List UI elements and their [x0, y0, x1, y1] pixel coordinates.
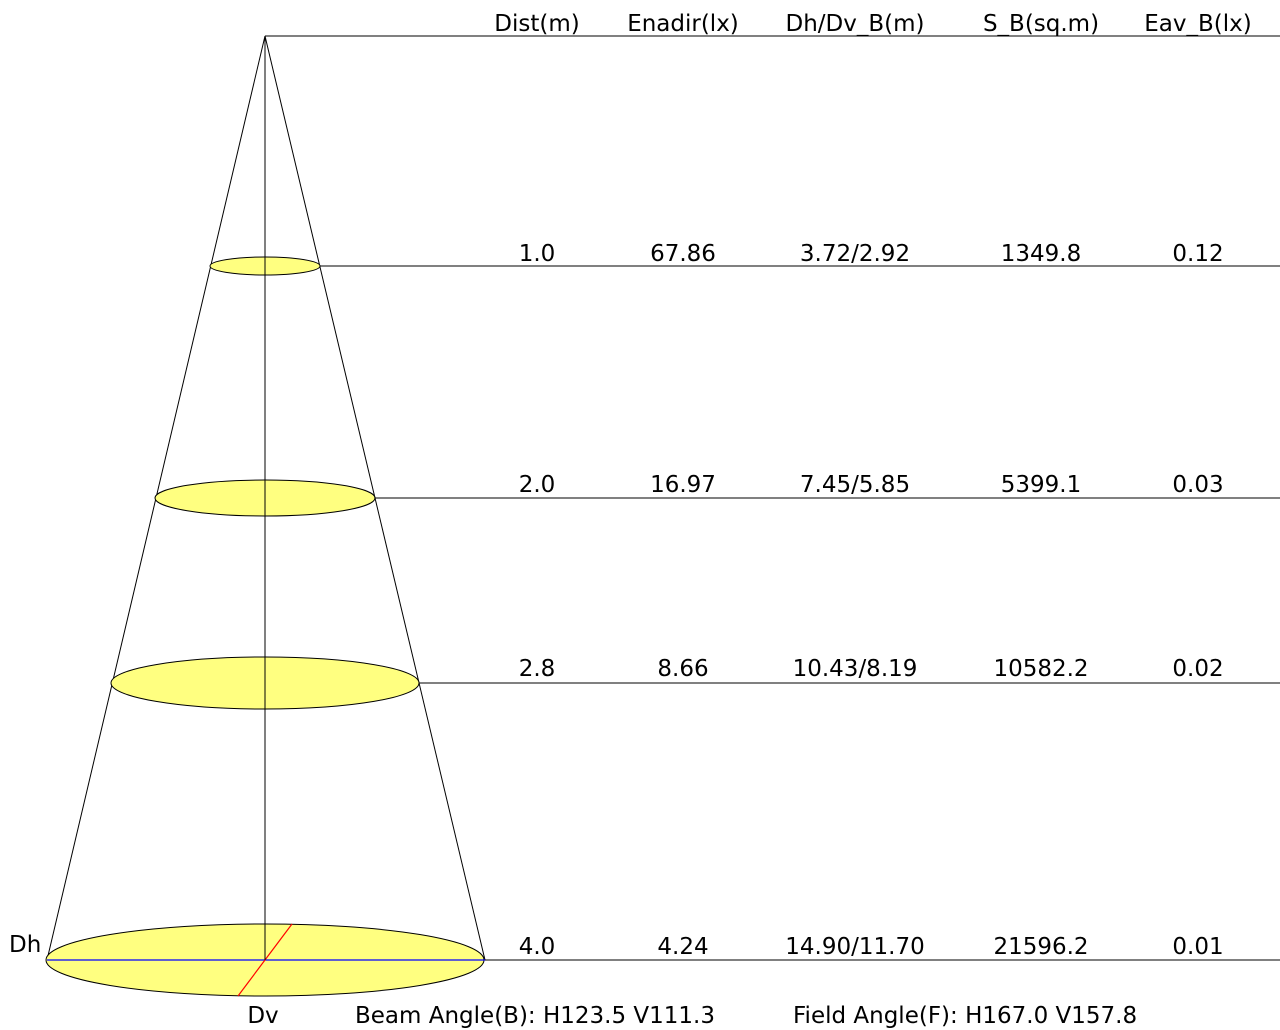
level-1: [209, 256, 1280, 276]
table-row-2: 2.0 16.97 7.45/5.85 5399.1 0.03: [519, 472, 1224, 498]
field-angle-text: Field Angle(F): H167.0 V157.8: [793, 1003, 1137, 1029]
row-2-dhdv: 7.45/5.85: [800, 472, 910, 498]
row-3-enadir: 8.66: [657, 656, 708, 682]
row-4-sb: 21596.2: [993, 934, 1088, 960]
table-row-4: 4.0 4.24 14.90/11.70 21596.2 0.01: [519, 934, 1224, 960]
header-sb: S_B(sq.m): [983, 11, 1099, 37]
row-4-dhdv: 14.90/11.70: [785, 934, 924, 960]
table-row-1: 1.0 67.86 3.72/2.92 1349.8 0.12: [519, 241, 1224, 267]
header-dhdv: Dh/Dv_B(m): [786, 11, 925, 37]
dv-label: Dv: [247, 1003, 278, 1029]
row-3-eav: 0.02: [1172, 656, 1223, 682]
level-2: [154, 479, 1280, 517]
row-1-sb: 1349.8: [1001, 241, 1081, 267]
row-2-dist: 2.0: [519, 472, 556, 498]
row-2-enadir: 16.97: [650, 472, 716, 498]
row-3-dist: 2.8: [519, 656, 556, 682]
row-1-dist: 1.0: [519, 241, 556, 267]
row-4-dist: 4.0: [519, 934, 556, 960]
table-row-3: 2.8 8.66 10.43/8.19 10582.2 0.02: [519, 656, 1224, 682]
dh-label: Dh: [9, 932, 41, 958]
header-dist: Dist(m): [494, 11, 579, 37]
header-enadir: Enadir(lx): [627, 11, 739, 37]
row-3-dhdv: 10.43/8.19: [793, 656, 918, 682]
header-eav: Eav_B(lx): [1144, 11, 1251, 37]
row-1-dhdv: 3.72/2.92: [800, 241, 910, 267]
table-header: Dist(m) Enadir(lx) Dh/Dv_B(m) S_B(sq.m) …: [494, 11, 1251, 37]
row-1-enadir: 67.86: [650, 241, 716, 267]
row-4-enadir: 4.24: [657, 934, 708, 960]
row-2-sb: 5399.1: [1001, 472, 1081, 498]
row-1-eav: 0.12: [1172, 241, 1223, 267]
row-3-sb: 10582.2: [993, 656, 1088, 682]
beam-angle-text: Beam Angle(B): H123.5 V111.3: [355, 1003, 715, 1029]
row-2-eav: 0.03: [1172, 472, 1223, 498]
row-4-eav: 0.01: [1172, 934, 1223, 960]
